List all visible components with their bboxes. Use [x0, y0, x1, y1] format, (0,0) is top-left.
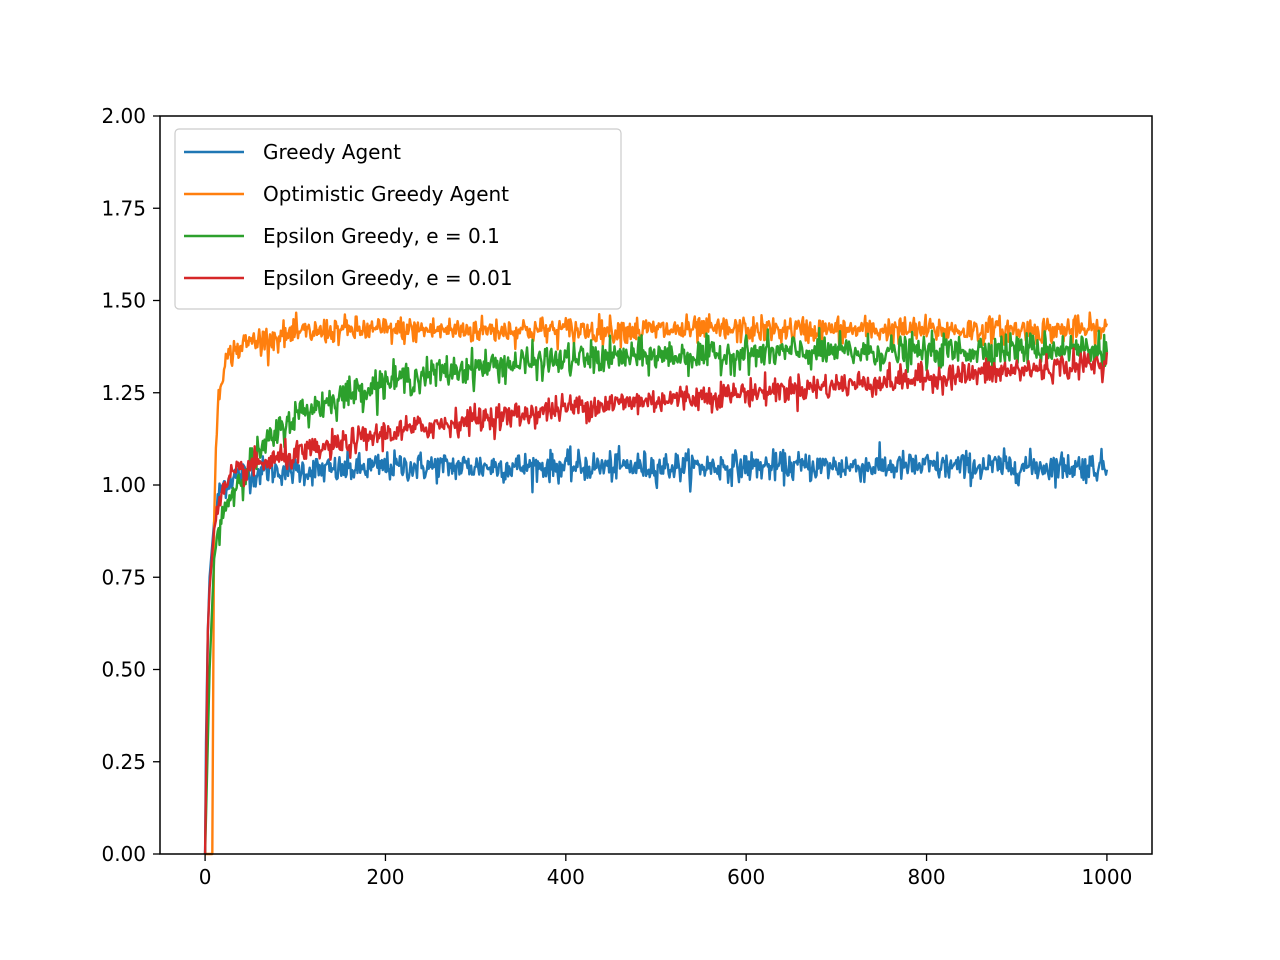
y-tick-label: 1.75: [101, 196, 146, 220]
y-tick-label: 1.00: [101, 473, 146, 497]
y-tick-label: 0.50: [101, 658, 146, 682]
series-layer: [203, 311, 1109, 856]
y-tick-label: 0.75: [101, 565, 146, 589]
x-tick-label: 400: [547, 865, 585, 889]
x-tick-label: 0: [199, 865, 212, 889]
x-tick-label: 600: [727, 865, 765, 889]
series-line-2: [204, 311, 1109, 856]
y-tick-label: 0.25: [101, 750, 146, 774]
x-tick-label: 200: [366, 865, 404, 889]
y-tick-label: 2.00: [101, 104, 146, 128]
legend-label: Epsilon Greedy, e = 0.01: [263, 266, 513, 290]
ticks-layer: 0 200 400 600 800 1000 0.00 0.25 0.50 0.75 1.00 1.2…: [101, 104, 1132, 889]
legend-box: [174, 128, 622, 310]
series-line-1: [203, 441, 1109, 855]
y-tick-label: 1.50: [101, 289, 146, 313]
legend-label: Optimistic Greedy Agent: [263, 182, 509, 206]
series-line-4: [203, 347, 1109, 855]
legend-label: Greedy Agent: [263, 140, 401, 164]
series-line-3: [203, 326, 1109, 855]
x-tick-label: 1000: [1081, 865, 1132, 889]
legend-label: Epsilon Greedy, e = 0.1: [263, 224, 500, 248]
y-tick-label: 1.25: [101, 381, 146, 405]
legend: Greedy Agent Optimistic Greedy Agent Epsil…: [174, 128, 622, 310]
y-tick-label: 0.00: [101, 842, 146, 866]
x-tick-label: 800: [907, 865, 945, 889]
